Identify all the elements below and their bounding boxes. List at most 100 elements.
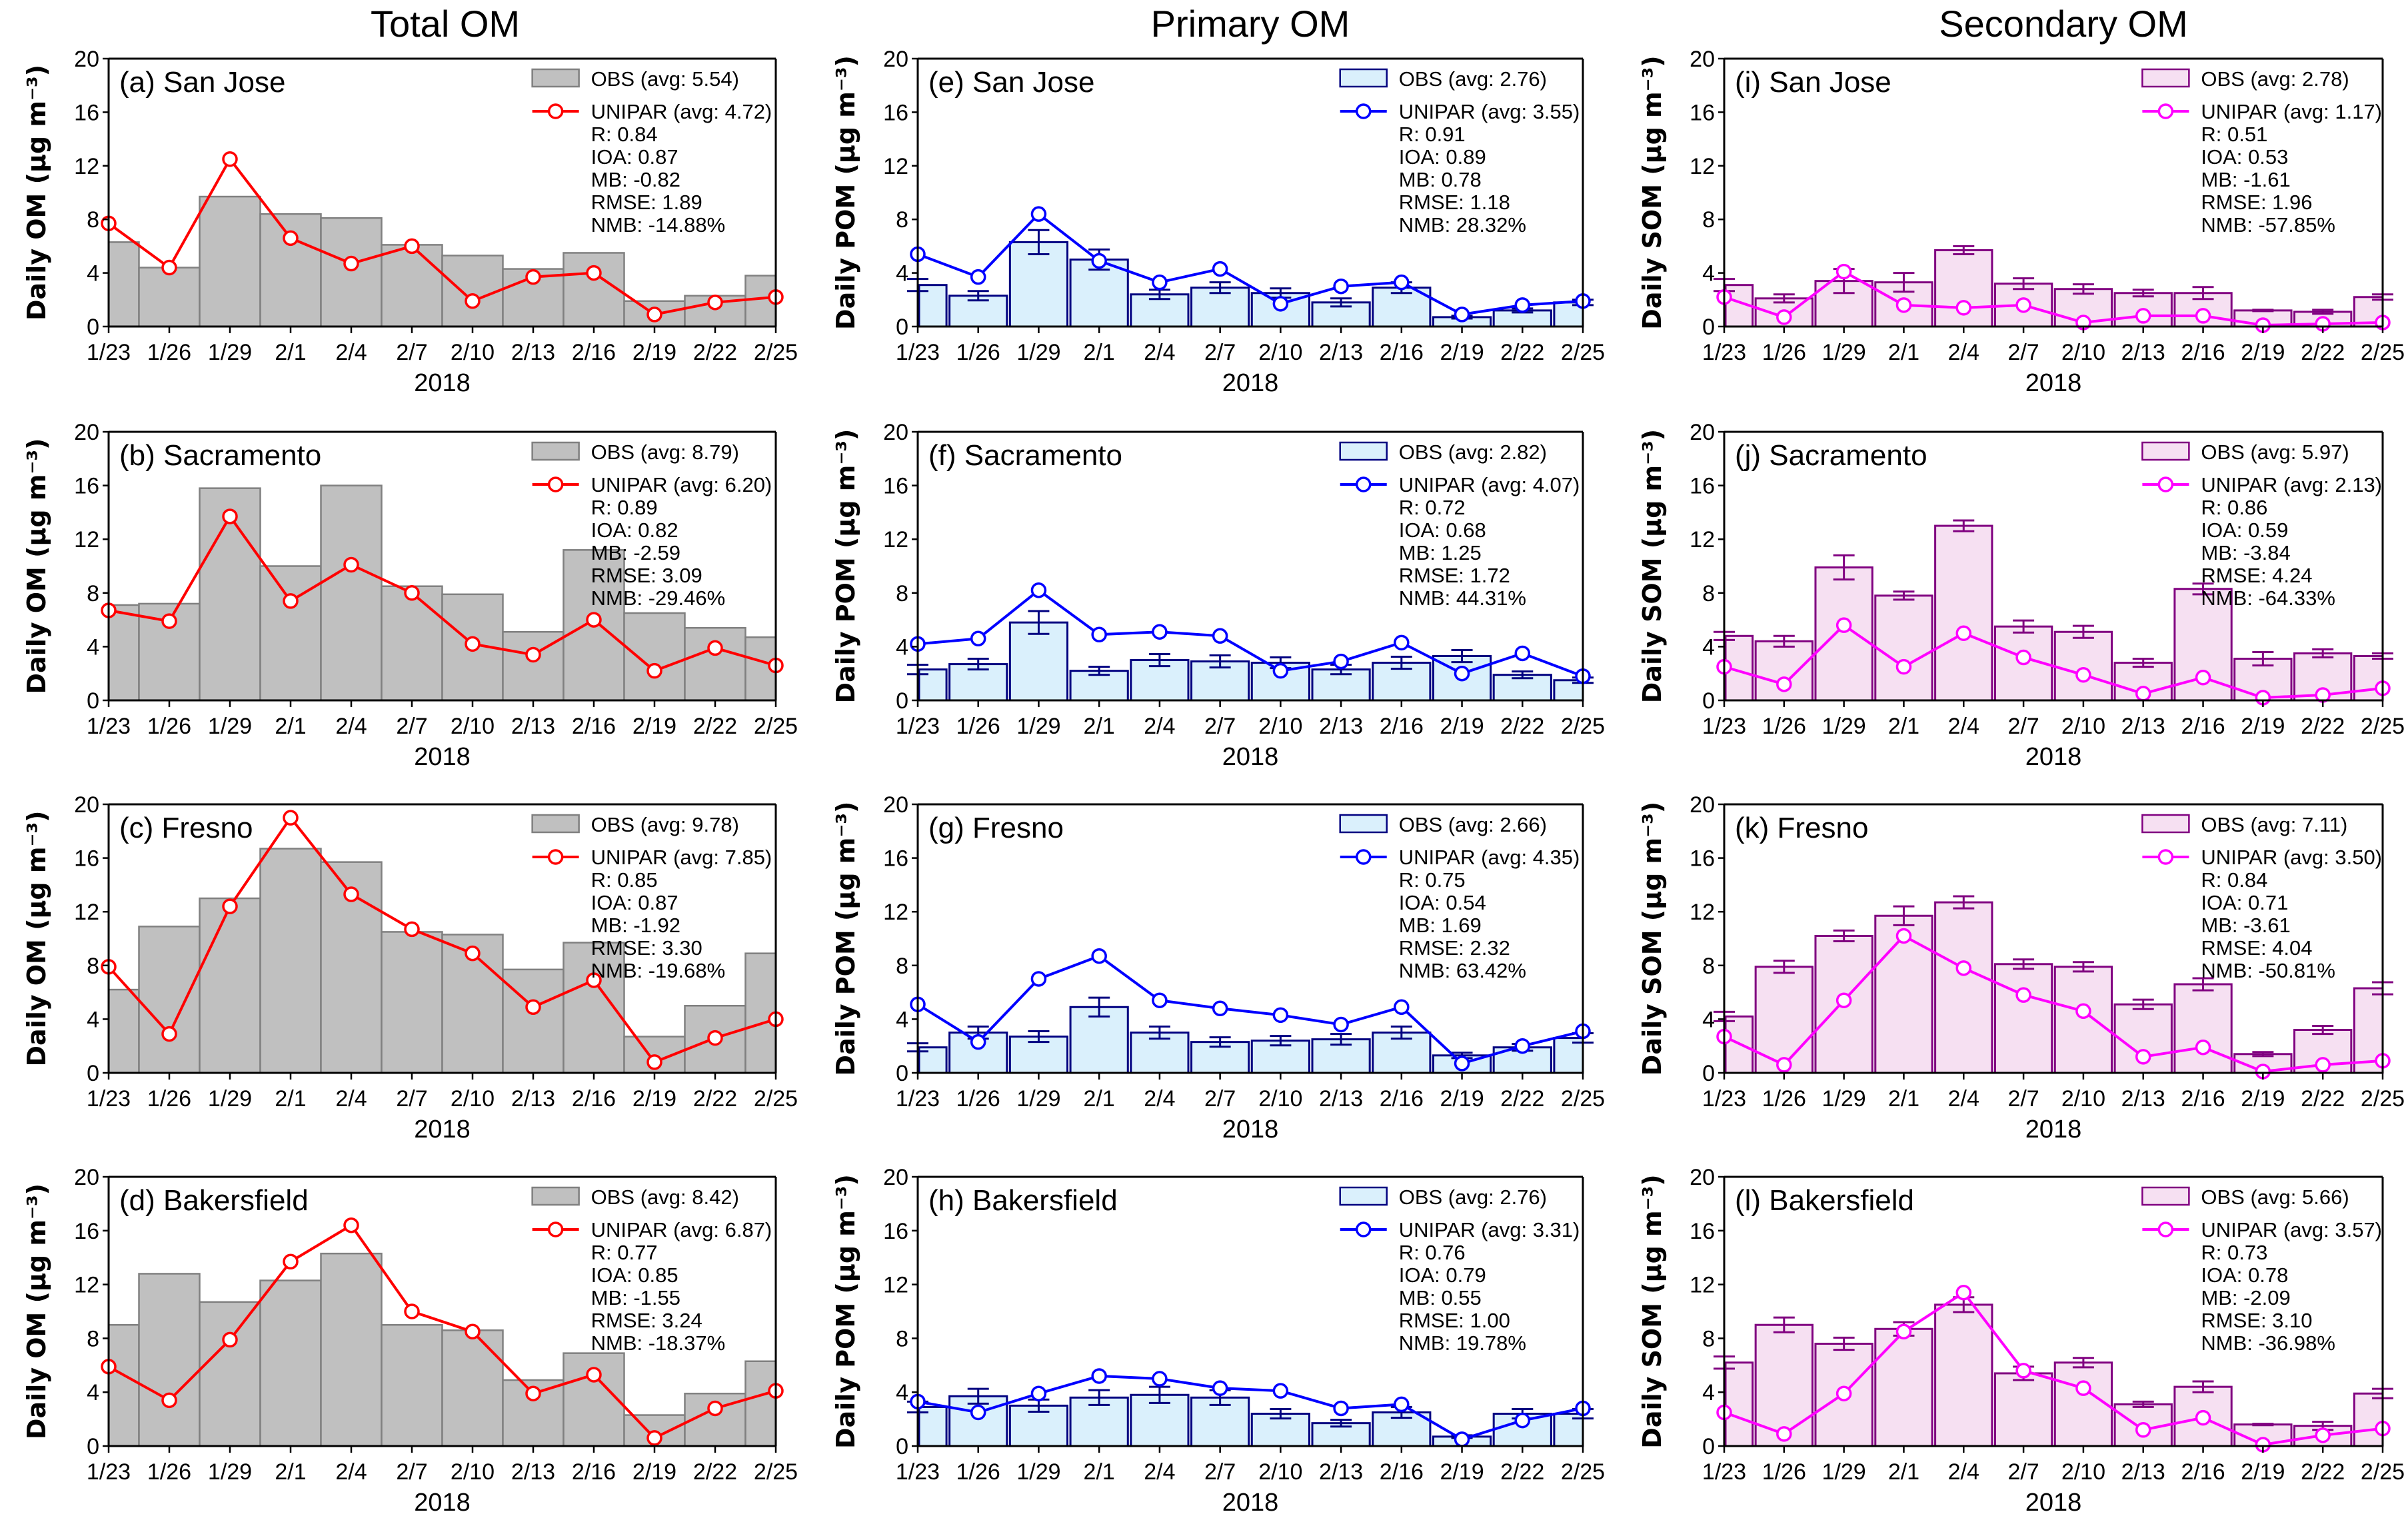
stat-label: NMB: -19.68% [591,959,726,982]
y-tick-label: 4 [896,634,908,660]
stat-label: MB: -1.55 [591,1286,680,1309]
y-tick-label: 16 [74,100,99,125]
stat-label: R: 0.51 [2201,123,2267,146]
x-axis-label: 2018 [414,369,471,397]
x-tick-label: 2/1 [275,1459,306,1485]
x-axis-label: 2018 [1222,1489,1279,1517]
legend-obs-swatch [1339,441,1388,461]
obs-bar [1190,287,1250,328]
x-tick-label: 2/7 [2007,1459,2039,1485]
x-tick-label: 2/7 [2007,1086,2039,1112]
y-tick-label: 20 [883,420,908,445]
y-tick-label: 20 [883,1165,908,1190]
obs-bar [107,988,140,1074]
x-tick-label: 2/13 [511,340,555,365]
x-tick-label: 2/16 [1380,714,1424,739]
y-tick-label: 16 [1690,1219,1715,1244]
x-tick-label: 2/25 [1561,1086,1605,1112]
model-point [1776,309,1792,325]
y-tick-label: 4 [87,634,99,660]
model-point [525,646,541,663]
chart-panel-j: 0 4 8 12 16 20 1/23 1/26 1/29 2/1 2/4 2/7 2/10 2/13 2/… [1638,420,2405,771]
x-tick-label: 1/26 [147,714,191,739]
obs-bar [1934,524,1993,702]
model-point [1212,1000,1228,1017]
stat-label: R: 0.89 [591,496,658,519]
stat-label: IOA: 0.68 [1399,518,1486,542]
y-axis-label: Daily OM (µg m⁻³) [22,810,51,1066]
stat-label: R: 0.77 [591,1241,658,1264]
obs-bar [2053,630,2113,702]
x-tick-label: 1/23 [896,340,940,365]
model-point [1514,297,1531,313]
obs-bar [107,604,140,702]
x-tick-label: 2/7 [1204,1086,1236,1112]
y-tick-label: 12 [883,900,908,925]
x-tick-label: 2/1 [1084,340,1115,365]
model-line [917,588,1584,678]
model-point [1895,928,1912,944]
y-tick-label: 20 [883,792,908,818]
model-point [586,612,602,628]
model-point [707,640,723,656]
x-tick-label: 2/22 [2301,714,2345,739]
x-tick-label: 2/25 [1561,340,1605,365]
x-tick-label: 1/26 [956,1459,1000,1485]
model-point [1333,278,1349,295]
y-tick-label: 8 [87,207,99,233]
x-tick-label: 2/13 [2121,1459,2165,1485]
model-point [1030,582,1047,598]
stat-label: IOA: 0.53 [2201,145,2288,169]
legend-obs-label: OBS (avg: 7.11) [2201,813,2347,836]
x-tick-label: 2/19 [1440,340,1484,365]
x-axis-label: 2018 [2025,1489,2082,1517]
x-tick-label: 2/22 [693,1086,737,1112]
x-tick-label: 2/4 [1144,1086,1175,1112]
x-tick-label: 1/29 [208,1086,252,1112]
x-tick-label: 2/19 [632,714,676,739]
y-tick-label: 20 [1690,47,1715,72]
model-point [1333,653,1349,670]
x-tick-label: 2/13 [1319,1086,1363,1112]
x-tick-label: 2/16 [2181,714,2225,739]
x-tick-label: 2/19 [2241,340,2285,365]
x-tick-label: 2/7 [2007,340,2039,365]
obs-bar [1069,1006,1129,1074]
legend-obs-label: OBS (avg: 2.76) [1399,67,1547,91]
y-tick-label: 20 [1690,792,1715,818]
model-point [222,508,238,524]
x-tick-label: 2/10 [451,340,495,365]
y-tick-label: 4 [1702,1007,1715,1032]
obs-bar [199,1301,261,1447]
y-tick-label: 16 [883,100,908,125]
model-point [2135,308,2151,324]
model-point [1030,971,1047,987]
model-point [1895,297,1912,313]
model-point [161,613,177,629]
model-point [1152,1371,1168,1387]
y-tick-label: 4 [87,261,99,287]
legend-model-marker [547,849,564,865]
obs-bar [199,897,261,1074]
y-axis-label: Daily SOM (µg m⁻³) [1638,1174,1667,1448]
panel-title: (j) Sacramento [1735,439,1927,472]
obs-bar [684,626,746,702]
y-axis-label: Daily OM (µg m⁻³) [22,438,51,694]
model-point [1955,625,1972,641]
legend-model-label: UNIPAR (avg: 3.50) [2201,846,2382,869]
model-point [1454,665,1470,682]
x-tick-label: 2/4 [1948,340,1979,365]
y-tick-label: 16 [1690,846,1715,872]
panel-title: (i) San Jose [1735,66,1891,99]
x-tick-label: 2/19 [1440,714,1484,739]
x-tick-label: 2/25 [2361,1459,2405,1485]
stat-label: NMB: 28.32% [1399,213,1526,237]
legend-obs-swatch [531,1186,580,1206]
column-title-total-om: Total OM [371,3,520,45]
x-tick-label: 2/7 [396,1086,427,1112]
legend-model-marker [2157,476,2174,492]
model-point [1272,296,1289,312]
model-point [1394,1396,1410,1413]
y-tick-label: 12 [1690,527,1715,552]
